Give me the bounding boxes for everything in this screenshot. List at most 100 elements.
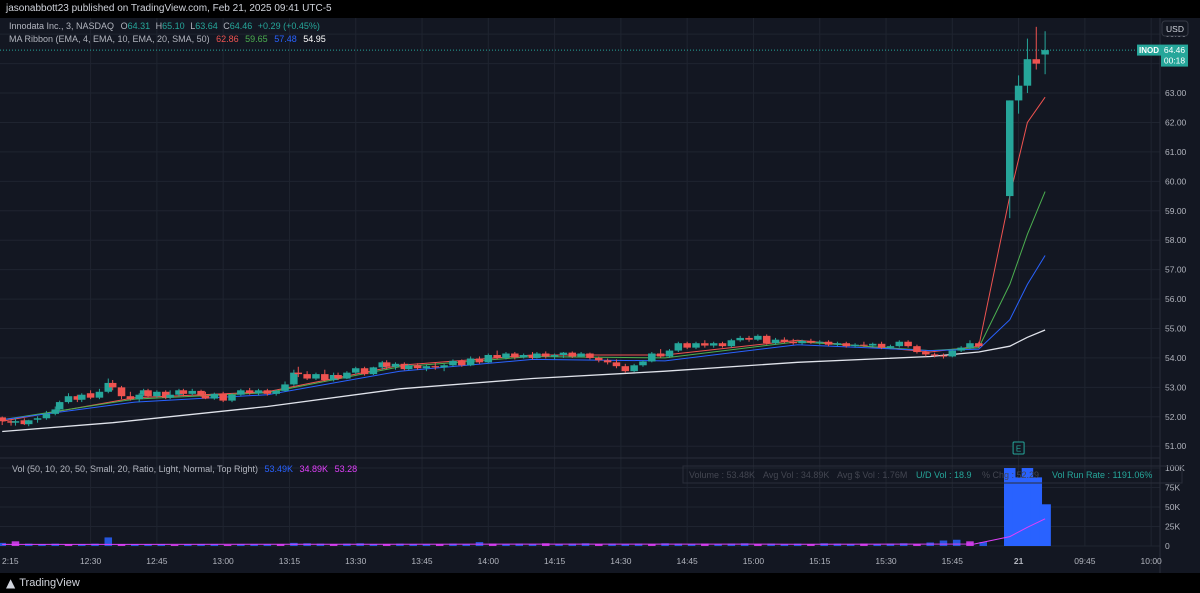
volume-bar	[1030, 477, 1043, 546]
volume-bar	[104, 537, 113, 546]
chart-background	[0, 18, 1200, 573]
tradingview-logo-icon: ▲	[6, 576, 16, 590]
candle-body	[727, 340, 736, 347]
stat-volume: Volume : 53.48K	[689, 470, 755, 480]
candle-body	[807, 340, 815, 343]
volume-indicator-label: Vol (50, 10, 20, 50, Small, 20, Ratio, L…	[12, 464, 258, 474]
candle-body	[975, 343, 983, 347]
ma-value-ema20: 57.48	[274, 34, 297, 44]
candle-body	[484, 354, 493, 363]
candle-body	[126, 396, 135, 400]
volume-bar	[913, 544, 921, 546]
time-tick-label: 14:30	[610, 556, 632, 566]
price-axis[interactable]: 51.00 52.00 53.00 54.00 55.00 56.00 57.00 58.00…	[1165, 29, 1187, 451]
candle-body	[413, 365, 422, 369]
time-axis[interactable]: 2:15 12:30 12:45 13:00 13:15 13:30 13:45 14:00 1…	[2, 556, 1162, 566]
time-tick-label: 10:00	[1141, 556, 1163, 566]
candle-body	[153, 391, 161, 397]
candle-body	[709, 343, 718, 346]
candle-body	[33, 418, 42, 420]
volume-bar	[793, 543, 802, 546]
bar-countdown: 00:18	[1164, 56, 1186, 66]
candle-body	[431, 366, 440, 368]
candle-body	[511, 353, 519, 358]
avg-volume-value: 34.89K	[300, 464, 329, 474]
candle-body	[263, 390, 272, 394]
candle-body	[1014, 85, 1023, 101]
candle-body	[519, 354, 528, 358]
volume-bar	[754, 544, 762, 546]
time-tick-label: 13:30	[345, 556, 367, 566]
candle-body	[73, 396, 82, 400]
volume-bar	[1012, 477, 1025, 546]
candle-body	[824, 341, 833, 345]
volume-bar	[1003, 468, 1016, 546]
ma-line-ema-20	[2, 255, 1046, 421]
volume-bar	[780, 544, 789, 546]
candle-body	[930, 354, 939, 356]
candle-body	[869, 343, 877, 346]
stat-ud-vol: U/D Vol : 18.9	[916, 470, 972, 480]
candle-body	[577, 353, 585, 357]
candle-body	[877, 343, 886, 348]
symbol-line: Innodata Inc., 3, NASDAQ	[9, 21, 114, 31]
candle-body	[550, 354, 559, 357]
candle-body	[378, 362, 387, 368]
volume-bar	[382, 544, 391, 546]
candle-body	[665, 350, 674, 357]
candle-body	[886, 346, 895, 348]
candle-body	[334, 375, 342, 379]
tradingview-logo[interactable]: ▲ TradingView	[6, 573, 80, 593]
candle-body	[957, 347, 965, 351]
price-tick-label: 51.00	[1165, 441, 1187, 451]
volume-bar	[210, 544, 219, 546]
volume-bar	[899, 543, 908, 546]
time-tick-label: 15:30	[875, 556, 897, 566]
earnings-marker-box	[1012, 441, 1025, 455]
candle-body	[568, 352, 577, 357]
volume-bar	[343, 543, 351, 546]
volume-bar	[634, 543, 643, 546]
candle-body	[77, 394, 86, 400]
price-tick-label: 63.00	[1165, 88, 1187, 98]
price-chart[interactable]: 51.00 52.00 53.00 54.00 55.00 56.00 57.00 58.00…	[0, 18, 1200, 573]
avg-volume-line	[2, 518, 1046, 545]
candle-body	[108, 382, 117, 388]
volume-bar	[860, 543, 868, 546]
candle-body	[612, 362, 621, 367]
volume-bar	[11, 541, 20, 546]
candle-body	[400, 363, 409, 370]
legend: Innodata Inc., 3, NASDAQ O64.31 H65.10 L…	[9, 21, 357, 474]
candle-body	[175, 390, 183, 395]
ma-value-ema10: 59.65	[245, 34, 268, 44]
close-value: 64.46	[230, 21, 253, 31]
candle-body	[913, 346, 921, 353]
price-tick-label: 60.00	[1165, 176, 1187, 186]
candle-body	[294, 372, 303, 375]
earnings-marker[interactable]: E	[1012, 441, 1025, 455]
volume-bar	[939, 540, 948, 546]
candle-body	[201, 395, 210, 399]
svg-text:Vol (50, 10, 20, 50, Small, 20: Vol (50, 10, 20, 50, Small, 20, Ratio, L…	[12, 464, 357, 474]
volume-bar	[528, 544, 537, 546]
candle-body	[303, 374, 311, 379]
volume-bar	[595, 544, 603, 546]
time-tick-label: 2:15	[2, 556, 19, 566]
candle-body	[948, 350, 957, 357]
volume-bar	[648, 544, 656, 546]
candle-body	[42, 413, 51, 419]
volume-bar	[701, 543, 709, 546]
volume-bar	[979, 542, 987, 546]
ma-value-ema4: 62.86	[216, 34, 239, 44]
candle-body	[621, 366, 630, 372]
time-tick-label: 15:45	[942, 556, 964, 566]
volume-bar	[568, 543, 577, 546]
volume-bar	[435, 544, 444, 546]
time-tick-label: 14:15	[544, 556, 566, 566]
candle-body	[161, 391, 170, 398]
volume-bar	[1021, 468, 1034, 546]
currency-button[interactable]: USD	[1161, 20, 1189, 37]
time-tick-label: 12:30	[80, 556, 102, 566]
ma-line-ema-10	[2, 191, 1046, 421]
